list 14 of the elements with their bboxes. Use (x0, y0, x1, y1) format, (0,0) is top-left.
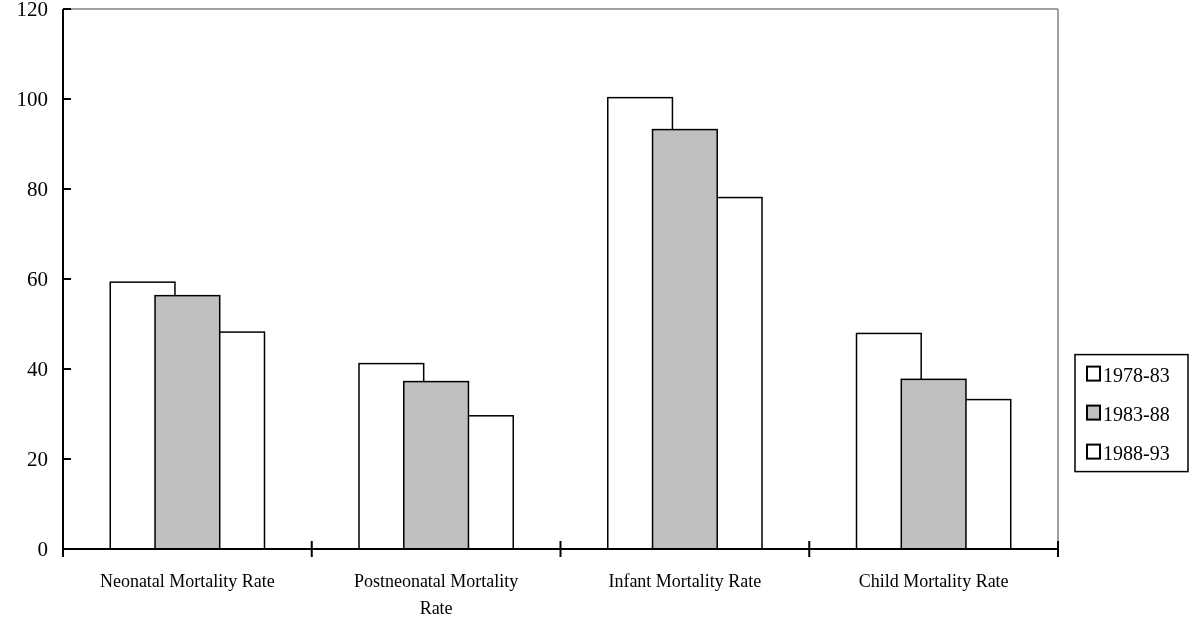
y-tick-label: 80 (27, 177, 48, 202)
x-tick-label: Child Mortality Rate (858, 571, 1009, 591)
y-tick-label: 0 (37, 537, 48, 562)
y-tick-label: 120 (16, 0, 48, 22)
x-tick-label: Neonatal Mortality Rate (99, 571, 275, 591)
y-tick-label: 100 (16, 87, 48, 112)
legend-label: 1988-93 (1103, 441, 1170, 464)
y-tick-label: 60 (27, 267, 48, 292)
legend-label: 1978-83 (1103, 363, 1170, 386)
legend-label: 1983-88 (1103, 402, 1170, 425)
y-tick-label: 40 (27, 357, 48, 382)
x-tick-label: Postneonatal Mortality Rate (353, 571, 519, 618)
y-tick-label: 20 (27, 447, 48, 472)
x-tick-label: Infant Mortality Rate (608, 571, 762, 591)
